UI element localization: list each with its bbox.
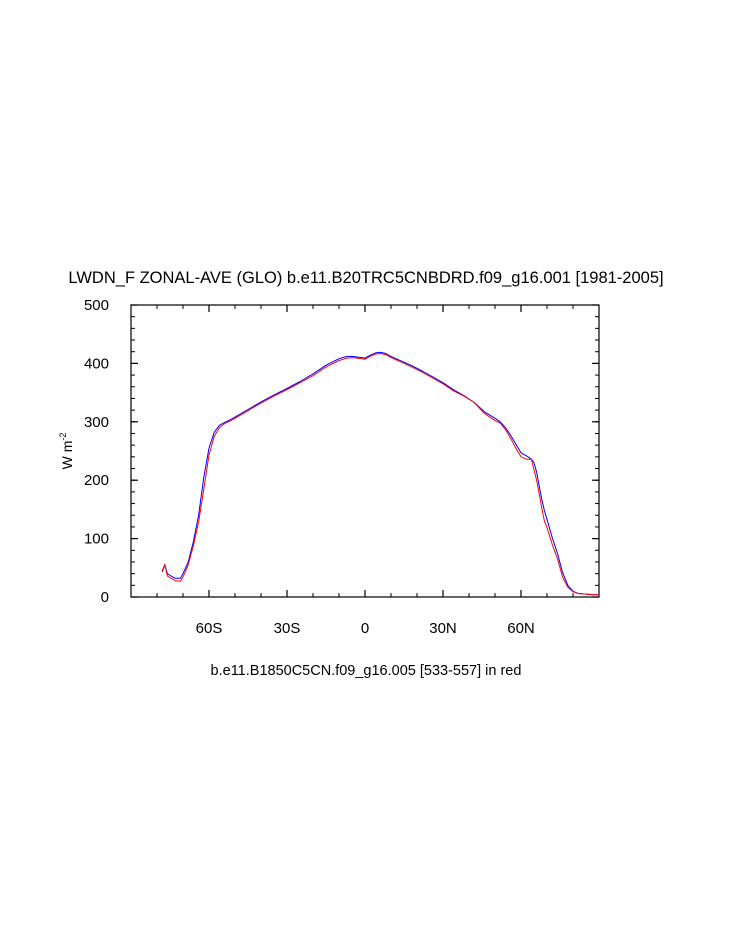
y-tick-labels: 0 100 200 300 400 500 xyxy=(84,297,109,606)
tick-marks xyxy=(130,304,600,598)
y-axis-label-text: W m xyxy=(59,441,75,470)
y-axis-label: W m-2 xyxy=(58,433,75,470)
x-tick-label: 60S xyxy=(196,620,223,637)
series-line-red xyxy=(161,353,599,596)
plot-frame xyxy=(130,304,600,598)
y-tick-label: 100 xyxy=(84,531,109,548)
y-tick-label: 400 xyxy=(84,355,109,372)
x-tick-label: 30N xyxy=(429,620,457,637)
x-tick-labels: 60S 30S 0 30N 60N xyxy=(196,620,535,637)
y-tick-label: 300 xyxy=(84,414,109,431)
x-tick-label: 60N xyxy=(507,620,535,637)
chart-subtitle: b.e11.B1850C5CN.f09_g16.005 [533-557] in… xyxy=(211,663,522,679)
y-tick-label: 500 xyxy=(84,297,109,314)
x-tick-label: 30S xyxy=(274,620,301,637)
chart-title: LWDN_F ZONAL-AVE (GLO) b.e11.B20TRC5CNBD… xyxy=(68,269,663,287)
y-tick-label: 0 xyxy=(101,589,109,606)
y-tick-label: 200 xyxy=(84,472,109,489)
plot-area xyxy=(130,304,600,598)
x-tick-label: 0 xyxy=(361,620,369,637)
series-lines xyxy=(161,351,599,596)
y-axis-label-superscript: -2 xyxy=(58,433,68,441)
series-line-blue xyxy=(161,351,599,596)
